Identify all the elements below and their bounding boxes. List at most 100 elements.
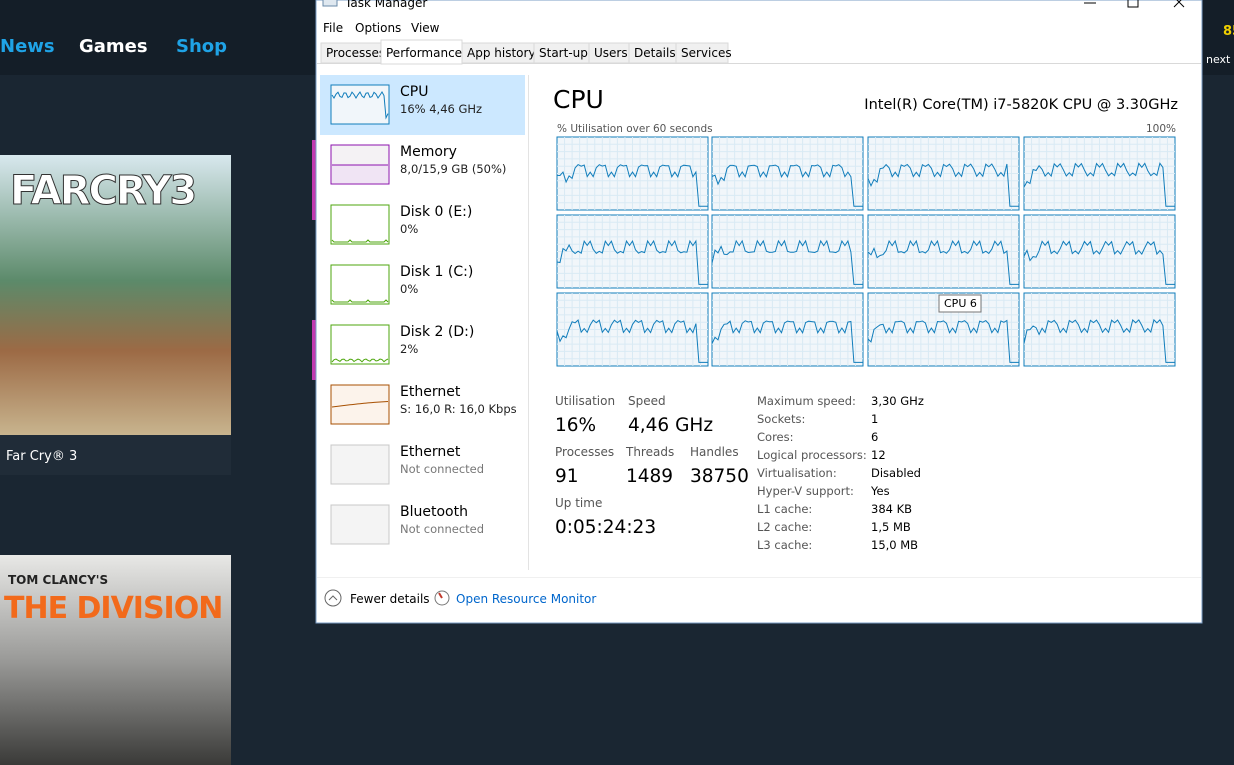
spec-label: Maximum speed: bbox=[757, 394, 856, 408]
edge-value: 85 bbox=[1223, 24, 1234, 39]
thumbnail-line bbox=[331, 400, 389, 408]
cpu-graph-line bbox=[711, 320, 863, 363]
footer-rule bbox=[317, 577, 1201, 578]
nav-item[interactable]: Games bbox=[79, 36, 148, 57]
thumbnail[interactable] bbox=[330, 84, 390, 125]
tab[interactable] bbox=[380, 39, 463, 65]
divider bbox=[528, 75, 529, 570]
tab[interactable] bbox=[675, 42, 729, 64]
game-cover bbox=[0, 555, 231, 765]
cpu-graph-line bbox=[556, 319, 708, 363]
device-detail[interactable]: Not connected bbox=[400, 462, 484, 476]
stat-label: Processes bbox=[555, 445, 614, 459]
spec-value: 12 bbox=[871, 448, 886, 462]
spec-value: Yes bbox=[870, 484, 890, 498]
spec-value: 3,30 GHz bbox=[871, 394, 924, 408]
game-caption bbox=[0, 435, 231, 475]
menu-item[interactable]: Options bbox=[355, 21, 401, 35]
menu-item[interactable]: File bbox=[323, 21, 343, 35]
monitor-needle bbox=[438, 592, 443, 599]
thumbnail[interactable] bbox=[330, 444, 390, 485]
thumbnail[interactable] bbox=[330, 384, 390, 425]
spec-value: Disabled bbox=[871, 466, 921, 480]
cpu-graph-line bbox=[1023, 240, 1175, 285]
stat-value: 91 bbox=[555, 466, 579, 487]
device-detail[interactable]: 8,0/15,9 GB (50%) bbox=[400, 162, 506, 176]
device-detail[interactable]: 0% bbox=[400, 222, 418, 236]
nav-item[interactable]: News bbox=[0, 36, 55, 57]
spec-label: Sockets: bbox=[757, 412, 805, 426]
nav-item[interactable]: Shop bbox=[176, 36, 227, 57]
edge-text: next l bbox=[1206, 53, 1234, 66]
thumbnail[interactable] bbox=[330, 504, 390, 545]
cpu-graph-line bbox=[867, 239, 1019, 285]
stat-value: 0:05:24:23 bbox=[555, 517, 656, 538]
spec-value: 1,5 MB bbox=[871, 520, 911, 534]
thumbnail-line bbox=[331, 299, 389, 303]
maximize-button[interactable] bbox=[1127, 0, 1139, 8]
tab-label[interactable]: Start-up bbox=[539, 46, 588, 60]
device-detail[interactable]: 2% bbox=[400, 342, 418, 356]
thumbnail-line bbox=[331, 358, 389, 363]
device-name[interactable]: Ethernet bbox=[400, 444, 461, 460]
stat-label: Up time bbox=[555, 496, 602, 510]
device-detail[interactable]: 0% bbox=[400, 282, 418, 296]
open-resource-monitor[interactable]: Open Resource Monitor bbox=[456, 592, 596, 606]
fewer-details[interactable]: Fewer details bbox=[350, 592, 430, 606]
cpu-model: Intel(R) Core(TM) i7-5820K CPU @ 3.30GHz bbox=[864, 97, 1178, 113]
tab-label[interactable]: Details bbox=[634, 46, 676, 60]
tab-label[interactable]: Services bbox=[681, 46, 732, 60]
cpu-graph-line bbox=[1023, 162, 1175, 207]
spec-label: Cores: bbox=[757, 430, 793, 444]
panel-title: CPU bbox=[553, 85, 604, 114]
stat-label: Speed bbox=[628, 394, 666, 408]
spec-value: 1 bbox=[871, 412, 878, 426]
game-cover bbox=[0, 155, 231, 435]
device-name[interactable]: CPU bbox=[400, 84, 428, 100]
stat-label: Utilisation bbox=[555, 394, 615, 408]
device-name[interactable]: Disk 2 (D:) bbox=[400, 324, 474, 340]
fewer-icon[interactable] bbox=[324, 589, 342, 607]
glow bbox=[312, 320, 316, 380]
close-button[interactable] bbox=[1173, 0, 1185, 8]
launcher-topbar bbox=[0, 0, 316, 75]
menu-item[interactable]: View bbox=[411, 21, 440, 35]
spec-label: L2 cache: bbox=[757, 520, 812, 534]
tab-label[interactable]: Users bbox=[594, 46, 628, 60]
thumbnail[interactable] bbox=[330, 264, 390, 305]
spec-label: L3 cache: bbox=[757, 538, 812, 552]
game-cover-title: FARCRY3 bbox=[10, 168, 195, 214]
spec-value: 15,0 MB bbox=[871, 538, 918, 552]
tooltip bbox=[938, 294, 982, 313]
thumbnail[interactable] bbox=[330, 204, 390, 245]
device-detail[interactable]: Not connected bbox=[400, 522, 484, 536]
game-title[interactable]: Far Cry® 3 bbox=[6, 449, 77, 464]
cpu-graph-line bbox=[556, 163, 708, 207]
cpu-graph-line bbox=[867, 163, 1019, 207]
tab-label[interactable]: App history bbox=[467, 46, 536, 60]
game-cover-title: THE DIVISION bbox=[4, 591, 222, 626]
graph-max: 100% bbox=[1146, 123, 1176, 135]
device-name[interactable]: Memory bbox=[400, 144, 457, 160]
device-name[interactable]: Ethernet bbox=[400, 384, 461, 400]
stat-value: 38750 bbox=[690, 466, 749, 487]
stat-label: Handles bbox=[690, 445, 739, 459]
tooltip-text: CPU 6 bbox=[944, 297, 977, 310]
device-name[interactable]: Bluetooth bbox=[400, 504, 468, 520]
tab-rule bbox=[317, 63, 1201, 64]
device-detail[interactable]: S: 16,0 R: 16,0 Kbps bbox=[400, 402, 517, 416]
spec-label: Logical processors: bbox=[757, 448, 867, 462]
app-icon bbox=[322, 0, 338, 7]
spec-label: Hyper-V support: bbox=[757, 484, 854, 498]
thumbnail[interactable] bbox=[330, 324, 390, 365]
tab-label[interactable]: Processes bbox=[326, 46, 385, 60]
device-name[interactable]: Disk 1 (C:) bbox=[400, 264, 473, 280]
tab-label[interactable]: Performance bbox=[386, 46, 462, 60]
device-detail[interactable]: 16% 4,46 GHz bbox=[400, 102, 482, 116]
cpu-graph-line bbox=[867, 319, 1019, 363]
spec-value: 6 bbox=[871, 430, 878, 444]
device-name[interactable]: Disk 0 (E:) bbox=[400, 204, 472, 220]
glow bbox=[312, 140, 316, 220]
